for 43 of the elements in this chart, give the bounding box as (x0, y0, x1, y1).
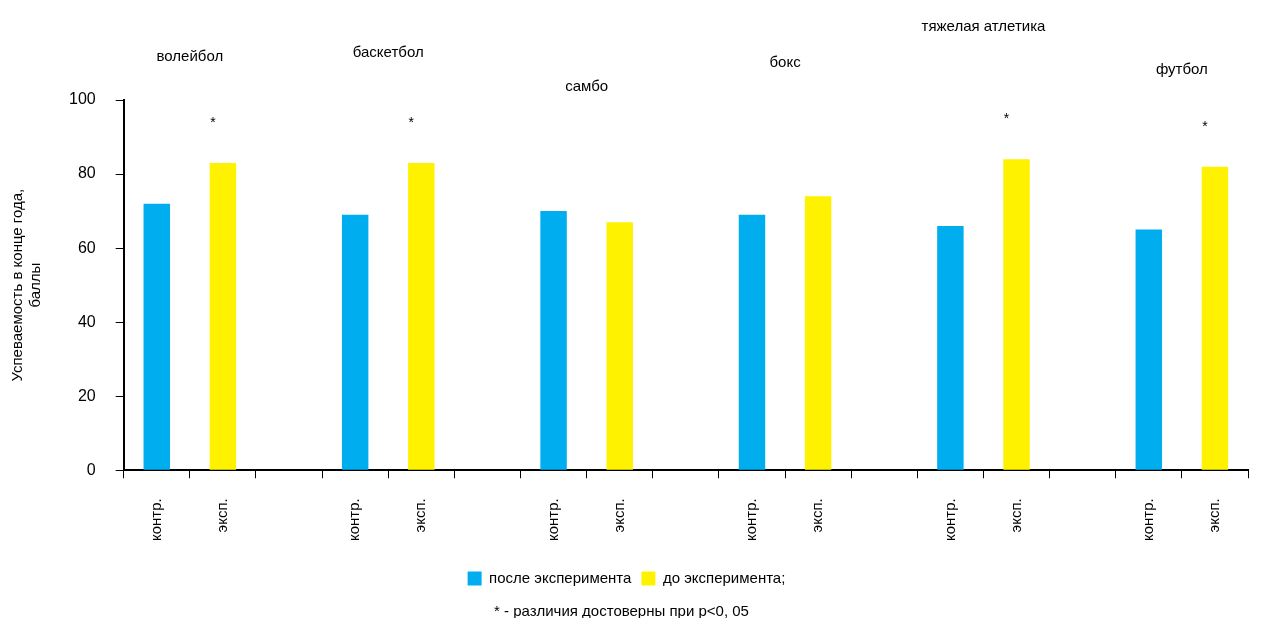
x-tick-label: эксп. (1006, 498, 1024, 533)
y-axis-title: Успеваемость в конце года, баллы (8, 188, 44, 382)
bar (341, 214, 369, 470)
bar (937, 225, 964, 470)
text: самбо (565, 77, 609, 95)
bar (606, 222, 633, 470)
legend-label: после эксперимента (489, 568, 633, 586)
x-tick-label: контр. (345, 498, 363, 542)
x-tick-label: эксп. (609, 498, 627, 533)
x-tick-label: эксп. (808, 498, 826, 533)
bar (804, 196, 832, 470)
data-label: * (1202, 117, 1209, 134)
bar (1135, 229, 1163, 470)
x-tick-label: контр. (543, 498, 561, 542)
data-label: * (408, 113, 415, 130)
bar (1201, 166, 1229, 470)
data-label: * (210, 113, 217, 130)
bar (408, 162, 435, 470)
text: волейбол (156, 47, 224, 65)
bar (738, 214, 766, 470)
bar (540, 211, 567, 470)
y-tick-label: 100 (68, 90, 96, 108)
text: бокс (769, 53, 802, 71)
x-tick-label: эксп. (213, 498, 231, 533)
y-tick-label: 60 (77, 238, 96, 256)
x-tick-label: контр. (940, 498, 958, 542)
data-label: * (1003, 110, 1010, 127)
x-tick-label: эксп. (1205, 498, 1223, 533)
y-tick-label: 0 (86, 460, 96, 478)
x-tick-label: эксп. (411, 498, 429, 533)
x-tick-label: контр. (146, 498, 164, 542)
legend-label: до эксперимента; (662, 568, 786, 586)
x-tick-label: контр. (1138, 498, 1156, 542)
text: баскетбол (352, 43, 424, 61)
y-tick-label: 40 (77, 312, 96, 330)
text: футбол (1155, 60, 1208, 78)
bar (1003, 159, 1030, 470)
text: тяжелая атлетика (921, 17, 1047, 35)
bar (143, 203, 170, 470)
bar (209, 162, 237, 470)
x-tick-label: контр. (742, 498, 760, 542)
y-tick-label: 80 (77, 164, 96, 182)
y-tick-label: 20 (77, 386, 96, 404)
